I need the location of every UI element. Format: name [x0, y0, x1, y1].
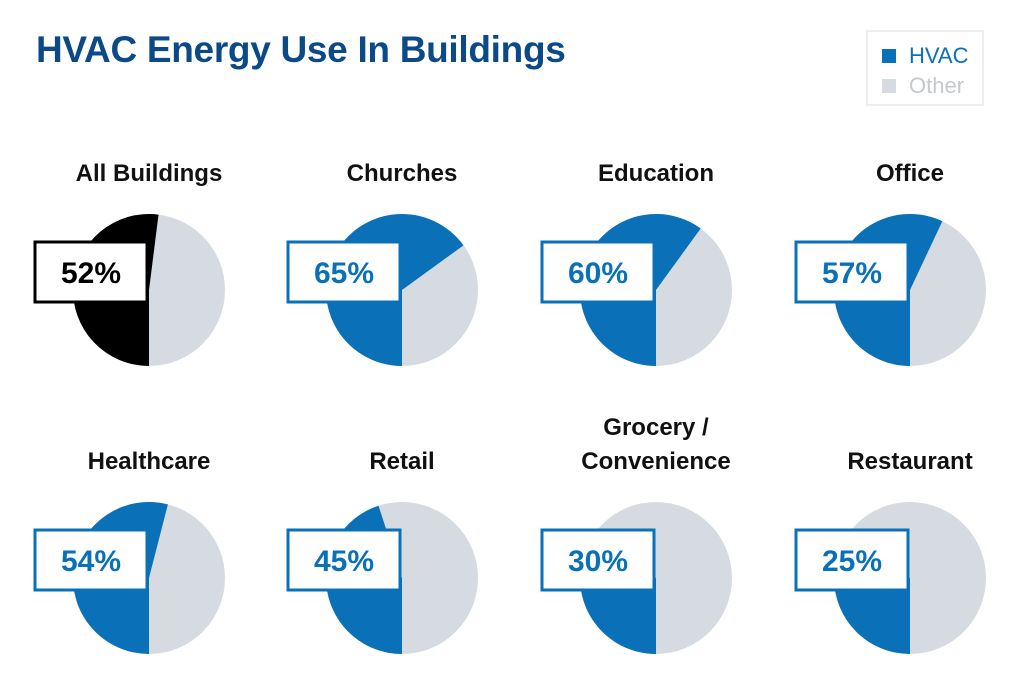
pie-chart: Office 57% — [794, 160, 986, 366]
legend-label-other: Other — [909, 73, 965, 98]
pie-title: Retail — [369, 448, 434, 475]
pie-title: Convenience — [581, 448, 730, 475]
pie-chart: Churches 65% — [286, 160, 478, 366]
pie-title: Churches — [347, 160, 458, 187]
value-label-box — [33, 240, 149, 304]
legend-item-other: Other — [882, 71, 982, 101]
legend-swatch-other — [882, 79, 896, 93]
value-label: 65% — [314, 257, 374, 290]
pie-chart: Education 60% — [540, 160, 732, 366]
pie-chart: Retail 45% — [286, 448, 478, 654]
value-label: 52% — [61, 257, 121, 290]
legend-swatch-hvac — [882, 49, 896, 63]
value-label-box — [794, 240, 910, 304]
value-label-box — [286, 240, 402, 304]
pie-slice-hvac — [834, 578, 910, 654]
pie-chart: Grocery / Convenience 30% — [540, 414, 732, 654]
pie-title: Restaurant — [847, 448, 972, 475]
page-title: HVAC Energy Use In Buildings — [36, 29, 566, 70]
value-label-box — [286, 528, 402, 592]
pie-title: Office — [876, 160, 944, 187]
value-label-box — [794, 528, 910, 592]
legend-item-hvac: HVAC — [882, 41, 982, 71]
pie-title: Grocery / — [603, 414, 709, 441]
pie-chart: Restaurant 25% — [794, 448, 986, 654]
value-label: 45% — [314, 545, 374, 578]
value-label: 25% — [822, 545, 882, 578]
chart-legend: HVAC Other — [866, 30, 984, 106]
pie-chart: Healthcare 54% — [33, 448, 225, 654]
pie-chart: All Buildings 52% — [33, 160, 225, 366]
pie-title: All Buildings — [76, 160, 223, 187]
pie-title: Healthcare — [88, 448, 211, 475]
legend-label-hvac: HVAC — [909, 43, 969, 68]
pie-title: Education — [598, 160, 714, 187]
value-label-box — [33, 528, 149, 592]
value-label-box — [540, 528, 656, 592]
value-label: 60% — [568, 257, 628, 290]
value-label: 54% — [61, 545, 121, 578]
value-label: 30% — [568, 545, 628, 578]
value-label-box — [540, 240, 656, 304]
value-label: 57% — [822, 257, 882, 290]
